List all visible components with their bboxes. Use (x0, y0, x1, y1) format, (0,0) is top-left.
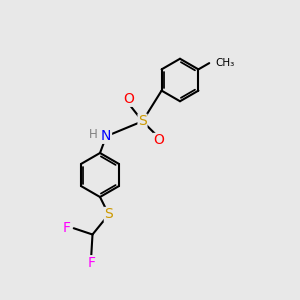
Text: CH₃: CH₃ (215, 58, 235, 68)
Text: F: F (87, 256, 95, 270)
Text: H: H (89, 128, 98, 142)
Text: O: O (123, 92, 134, 106)
Text: S: S (104, 208, 113, 221)
Text: N: N (101, 129, 111, 143)
Text: F: F (63, 221, 71, 235)
Text: O: O (153, 134, 164, 148)
Text: S: S (138, 114, 147, 128)
